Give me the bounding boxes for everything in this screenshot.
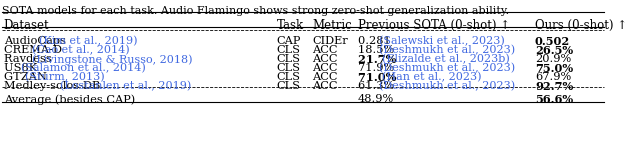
- Text: ACC: ACC: [312, 72, 338, 82]
- Text: US8K: US8K: [4, 63, 41, 73]
- Text: (Sturm, 2013): (Sturm, 2013): [25, 72, 104, 82]
- Text: CLS: CLS: [276, 63, 301, 73]
- Text: Previous SOTA (0-shot) ↑: Previous SOTA (0-shot) ↑: [358, 19, 510, 32]
- Text: CREMA-D: CREMA-D: [4, 45, 65, 55]
- Text: 20.9%: 20.9%: [535, 54, 572, 64]
- Text: Task: Task: [276, 19, 303, 32]
- Text: (Salamon et al., 2014): (Salamon et al., 2014): [21, 63, 146, 73]
- Text: Dataset: Dataset: [4, 19, 49, 32]
- Text: 0.281: 0.281: [358, 36, 394, 46]
- Text: 48.9%: 48.9%: [358, 94, 394, 104]
- Text: ACC: ACC: [312, 63, 338, 73]
- Text: Medley-solos-DB: Medley-solos-DB: [4, 81, 104, 91]
- Text: GTZAN: GTZAN: [4, 72, 51, 82]
- Text: (Livingstone & Russo, 2018): (Livingstone & Russo, 2018): [32, 54, 192, 65]
- Text: (Salewski et al., 2023): (Salewski et al., 2023): [379, 36, 504, 46]
- Text: CAP: CAP: [276, 36, 301, 46]
- Text: 26.5%: 26.5%: [535, 45, 573, 56]
- Text: (Lostanlen et al., 2019): (Lostanlen et al., 2019): [60, 81, 191, 91]
- Text: (Deshmukh et al., 2023): (Deshmukh et al., 2023): [379, 81, 515, 91]
- Text: (Cao et al., 2014): (Cao et al., 2014): [32, 45, 129, 55]
- Text: CLS: CLS: [276, 81, 301, 91]
- Text: CIDEr: CIDEr: [312, 36, 348, 46]
- Text: Ravdess: Ravdess: [4, 54, 55, 64]
- Text: 56.6%: 56.6%: [535, 94, 573, 105]
- Text: CLS: CLS: [276, 72, 301, 82]
- Text: (Han et al., 2023): (Han et al., 2023): [382, 72, 482, 82]
- Text: 75.0%: 75.0%: [535, 63, 573, 74]
- Text: 18.5%: 18.5%: [358, 45, 398, 55]
- Text: ACC: ACC: [312, 81, 338, 91]
- Text: Ours (0-shot) ↑: Ours (0-shot) ↑: [535, 19, 627, 32]
- Text: 61.3%: 61.3%: [358, 81, 398, 91]
- Text: Average (besides CAP): Average (besides CAP): [4, 94, 135, 105]
- Text: (Deshmukh et al., 2023): (Deshmukh et al., 2023): [379, 63, 515, 73]
- Text: ACC: ACC: [312, 54, 338, 64]
- Text: 67.9%: 67.9%: [535, 72, 572, 82]
- Text: (Deshmukh et al., 2023): (Deshmukh et al., 2023): [379, 45, 515, 55]
- Text: CLS: CLS: [276, 54, 301, 64]
- Text: 0.502: 0.502: [535, 36, 570, 47]
- Text: 92.7%: 92.7%: [535, 81, 573, 92]
- Text: 71.0%: 71.0%: [358, 72, 400, 83]
- Text: 21.7%: 21.7%: [358, 54, 400, 65]
- Text: ACC: ACC: [312, 45, 338, 55]
- Text: Metric: Metric: [312, 19, 352, 32]
- Text: CLS: CLS: [276, 45, 301, 55]
- Text: AudioCaps: AudioCaps: [4, 36, 69, 46]
- Text: SOTA models for each task. Audio Flamingo shows strong zero-shot generalization : SOTA models for each task. Audio Flaming…: [2, 6, 509, 16]
- Text: 71.9%: 71.9%: [358, 63, 398, 73]
- Text: (Elizalde et al., 2023b): (Elizalde et al., 2023b): [382, 54, 510, 64]
- Text: (Kim et al., 2019): (Kim et al., 2019): [39, 36, 137, 46]
